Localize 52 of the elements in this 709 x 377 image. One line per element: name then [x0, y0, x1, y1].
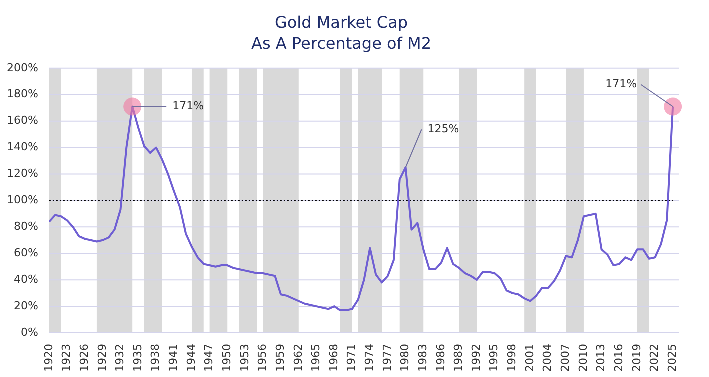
x-tick-label: 1986 — [434, 344, 448, 372]
x-tick-label: 2016 — [612, 344, 626, 372]
x-tick-label: 1935 — [131, 344, 144, 372]
x-tick-label: 1962 — [292, 344, 305, 372]
x-tick-label: 1977 — [380, 344, 394, 372]
chart-title: Gold Market Cap — [274, 12, 408, 32]
x-tick-label: 2019 — [630, 344, 644, 372]
y-tick-label: 100% — [6, 194, 38, 207]
x-tick-label: 1920 — [42, 344, 56, 372]
y-tick-label: 80% — [14, 220, 38, 234]
x-tick-label: 2013 — [594, 344, 608, 372]
x-tick-label: 1989 — [452, 344, 466, 372]
chart-subtitle: As A Percentage of M2 — [252, 34, 432, 53]
y-tick-label: 40% — [14, 272, 38, 286]
x-tick-label: 2022 — [648, 344, 662, 372]
x-tick-label: 1953 — [238, 344, 252, 372]
x-tick-label: 1968 — [327, 344, 340, 372]
x-tick-label: 1938 — [149, 344, 162, 372]
x-tick-label: 1929 — [96, 344, 109, 372]
x-tick-label: 1959 — [274, 344, 287, 372]
x-tick-label: 1944 — [184, 344, 198, 372]
x-tick-label: 2004 — [541, 344, 554, 372]
x-tick-label: 1995 — [488, 344, 501, 372]
x-tick-label: 1926 — [78, 344, 91, 372]
annotation: 125% — [428, 122, 460, 136]
x-tick-label: 2010 — [576, 344, 590, 372]
x-tick-label: 2007 — [559, 344, 572, 372]
x-tick-label: 1965 — [310, 344, 323, 372]
annotation: 171% — [606, 78, 638, 91]
x-tick-label: 1923 — [60, 344, 74, 372]
x-tick-label: 1998 — [506, 344, 519, 372]
x-tick-label: 1950 — [220, 344, 234, 372]
y-tick-label: 0% — [20, 326, 38, 339]
x-tick-label: 1974 — [363, 344, 376, 372]
x-tick-label: 1983 — [416, 344, 430, 372]
x-tick-label: 2025 — [666, 344, 679, 372]
x-tick-label: 2001 — [523, 344, 536, 372]
x-tick-label: 1980 — [398, 344, 412, 372]
annotation: 171% — [172, 100, 204, 113]
y-tick-label: 180% — [6, 88, 38, 101]
y-tick-label: 60% — [14, 246, 38, 260]
y-tick-label: 20% — [14, 299, 38, 312]
y-tick-label: 200% — [6, 61, 38, 74]
x-tick-label: 1956 — [256, 344, 270, 372]
y-tick-label: 160% — [6, 114, 38, 128]
y-tick-label: 120% — [6, 167, 38, 180]
x-tick-label: 1947 — [202, 344, 216, 372]
x-tick-label: 1932 — [114, 344, 127, 372]
x-tick-label: 1971 — [345, 344, 358, 372]
y-tick-label: 140% — [6, 140, 38, 154]
x-tick-label: 1941 — [167, 344, 180, 372]
x-tick-label: 1992 — [470, 344, 483, 372]
